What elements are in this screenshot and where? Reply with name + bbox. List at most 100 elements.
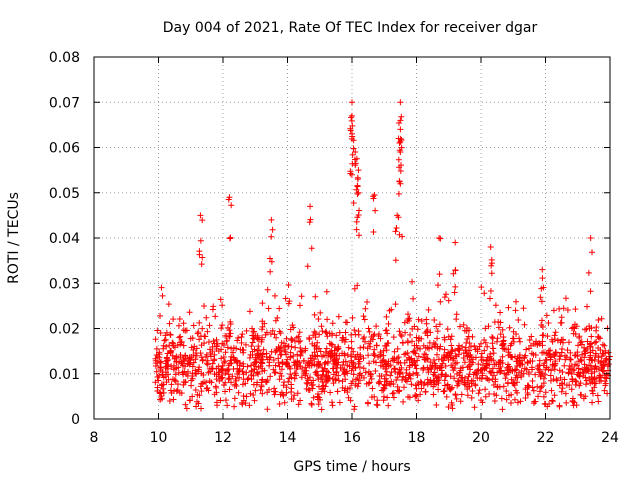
data-point [351, 403, 358, 410]
data-point [376, 378, 383, 385]
data-point [298, 374, 305, 381]
data-point [159, 371, 166, 378]
data-point [213, 384, 220, 391]
data-point [267, 373, 274, 380]
data-point [157, 312, 164, 319]
data-point [211, 356, 218, 363]
data-point [508, 340, 515, 347]
x-tick-label: 14 [279, 430, 297, 446]
data-point [219, 362, 226, 369]
data-point [364, 345, 371, 352]
data-point [246, 402, 253, 409]
data-point [348, 171, 355, 178]
data-point [366, 379, 373, 386]
data-point [184, 372, 191, 379]
data-point [329, 320, 336, 327]
data-point [306, 334, 313, 341]
data-point [415, 316, 422, 323]
data-point [587, 380, 594, 387]
data-point [567, 356, 574, 363]
data-point [284, 363, 291, 370]
data-point [190, 347, 197, 353]
data-point [511, 396, 518, 403]
data-point [392, 257, 399, 264]
data-point [415, 397, 422, 404]
data-point [495, 324, 502, 331]
data-point [218, 355, 225, 362]
data-point [229, 373, 236, 380]
data-point [535, 393, 542, 400]
data-point [582, 326, 589, 333]
data-point [273, 334, 280, 341]
data-point [335, 372, 342, 379]
data-point [461, 379, 468, 386]
data-point [479, 372, 486, 379]
data-point [549, 398, 556, 405]
data-point [497, 363, 504, 370]
data-point [312, 353, 319, 360]
data-point [321, 388, 328, 395]
data-point [468, 394, 475, 401]
data-point [406, 364, 413, 371]
data-point [591, 339, 598, 346]
data-point [311, 349, 318, 356]
data-point [529, 378, 536, 385]
data-point [353, 226, 360, 233]
data-point [187, 357, 194, 364]
data-point [479, 399, 486, 406]
data-point [177, 354, 184, 361]
data-point [377, 362, 384, 369]
data-point [226, 386, 233, 393]
data-point [308, 400, 315, 407]
data-point [388, 306, 395, 313]
data-point [501, 370, 508, 377]
data-point [213, 376, 220, 383]
data-point [290, 395, 297, 402]
data-point [435, 386, 442, 393]
data-point [360, 355, 367, 362]
data-point [472, 382, 479, 389]
data-point [450, 270, 457, 277]
data-point [283, 359, 290, 366]
data-point [225, 376, 232, 383]
data-point [224, 344, 231, 351]
data-point [167, 349, 174, 356]
data-point [360, 313, 367, 320]
data-point [231, 403, 238, 410]
data-point [280, 340, 287, 347]
data-point [489, 334, 496, 341]
data-point [499, 353, 506, 360]
data-point [318, 406, 325, 413]
data-point [354, 174, 361, 181]
data-point [356, 207, 363, 214]
data-point [158, 358, 165, 365]
data-point [410, 295, 417, 302]
data-point [596, 378, 603, 385]
data-point [197, 405, 204, 412]
data-point [271, 369, 278, 376]
data-point [349, 314, 356, 321]
data-point [199, 325, 206, 332]
data-point [445, 403, 452, 410]
data-point [598, 315, 605, 322]
data-point [390, 334, 397, 341]
data-point [323, 329, 330, 336]
data-point [349, 151, 356, 158]
data-point [357, 344, 364, 351]
data-point [536, 388, 543, 395]
x-tick-label: 18 [408, 430, 426, 446]
data-point [175, 369, 182, 376]
data-point [422, 351, 429, 358]
data-point [352, 149, 359, 156]
data-point [312, 293, 319, 300]
data-point [356, 364, 363, 371]
data-point [443, 393, 450, 400]
data-point [207, 349, 214, 356]
data-point [233, 358, 240, 365]
data-point [323, 345, 330, 352]
data-point [391, 348, 398, 355]
data-point [392, 228, 399, 235]
data-point [437, 343, 444, 350]
data-point [312, 369, 319, 376]
y-tick-label: 0.07 [49, 95, 80, 111]
